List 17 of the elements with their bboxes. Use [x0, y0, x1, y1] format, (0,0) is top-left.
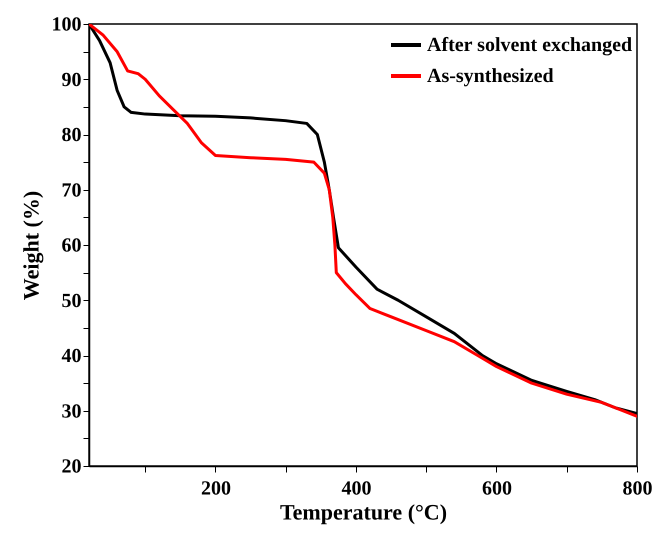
y-tick-label: 100 [52, 14, 82, 36]
y-axis-title: Weight (%) [18, 190, 44, 300]
legend-label: After solvent exchanged [427, 34, 632, 56]
y-tick-label: 30 [62, 400, 82, 422]
y-tick-label: 40 [62, 345, 82, 367]
y-tick-label: 20 [62, 456, 82, 478]
x-tick-label: 400 [341, 478, 372, 500]
legend-label: As-synthesized [427, 65, 554, 87]
y-tick-label: 60 [62, 234, 82, 256]
y-tick-label: 70 [62, 179, 82, 202]
y-tick-label: 80 [62, 124, 82, 146]
y-tick-label: 50 [62, 290, 82, 312]
y-tick-label: 90 [62, 68, 82, 91]
x-axis-title: Temperature (°C) [280, 500, 448, 524]
x-tick-label: 800 [622, 478, 652, 500]
x-tick-label: 200 [200, 478, 231, 500]
x-tick-label: 600 [482, 478, 512, 500]
